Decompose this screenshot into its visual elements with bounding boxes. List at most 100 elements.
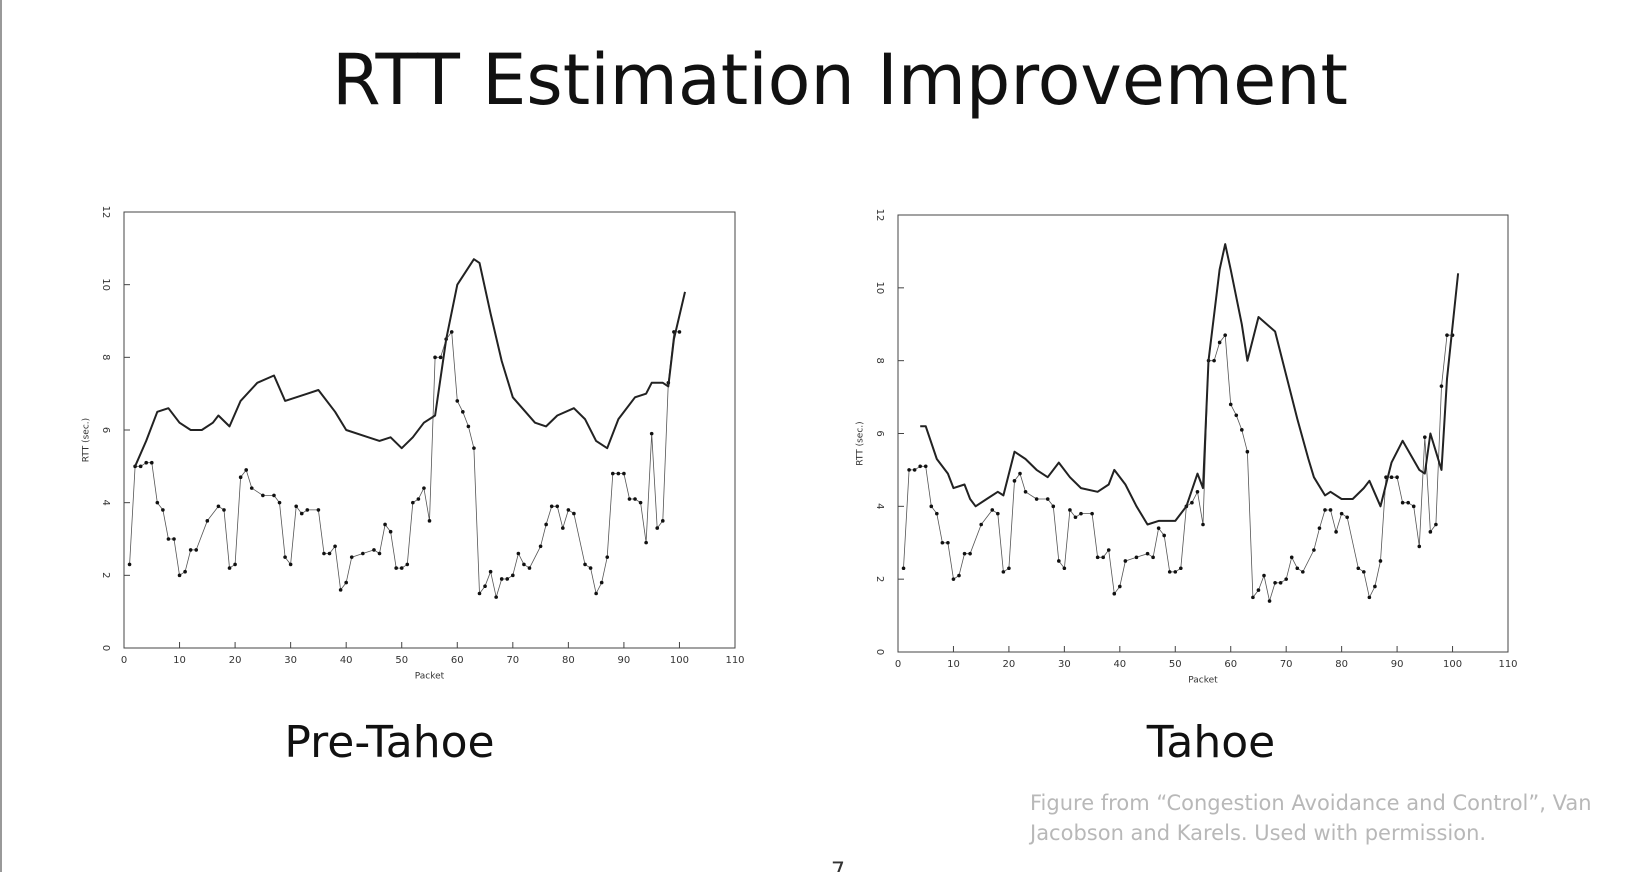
data-point: [299, 511, 304, 516]
x-tick-label: 10: [173, 655, 186, 666]
data-point: [605, 555, 610, 559]
x-tick-label: 20: [1003, 659, 1016, 670]
data-point: [161, 508, 165, 512]
data-point: [522, 562, 526, 567]
data-point: [996, 511, 1000, 516]
estimate-line: [134, 258, 686, 467]
x-tick-label: 0: [121, 655, 127, 666]
data-point: [1162, 533, 1166, 538]
data-point: [472, 446, 476, 450]
data-point: [238, 475, 243, 480]
data-point: [1051, 504, 1056, 509]
x-tick-label: 110: [1498, 659, 1517, 670]
slide-title: RTT Estimation Improvement: [332, 39, 1348, 121]
data-point: [638, 500, 643, 505]
data-point: [677, 330, 682, 334]
data-point: [1151, 555, 1155, 560]
x-tick-label: 30: [284, 655, 297, 666]
data-point: [227, 566, 232, 570]
data-point: [1373, 584, 1377, 589]
data-point: [583, 562, 587, 567]
data-point: [322, 551, 326, 556]
data-point: [1262, 573, 1266, 578]
data-point: [449, 330, 454, 334]
data-point: [660, 519, 665, 523]
data-point: [188, 548, 193, 552]
data-point: [1445, 333, 1449, 337]
data-point: [538, 544, 543, 549]
data-point: [951, 577, 956, 581]
data-point: [183, 569, 187, 574]
data-point: [1428, 530, 1433, 534]
y-tick-label: 10: [100, 278, 111, 291]
data-point: [1190, 500, 1194, 505]
credit-line: Jacobson and Karels. Used with permissio…: [1028, 821, 1486, 845]
data-point: [1195, 489, 1200, 494]
data-point: [1212, 358, 1216, 363]
data-point: [1057, 559, 1061, 563]
x-tick-label: 110: [725, 655, 744, 666]
data-point: [194, 548, 199, 552]
data-point: [499, 577, 504, 581]
data-point: [1417, 544, 1422, 549]
x-tick-label: 60: [1224, 659, 1237, 670]
data-point: [655, 526, 660, 530]
data-point: [244, 468, 248, 472]
data-point: [1411, 504, 1416, 509]
data-point: [1362, 570, 1366, 574]
data-point: [272, 493, 276, 498]
data-point: [1228, 402, 1233, 407]
data-point: [1112, 591, 1117, 596]
data-point: [1223, 333, 1227, 337]
data-point: [461, 410, 465, 414]
x-tick-label: 20: [229, 655, 242, 666]
data-point: [1234, 413, 1239, 418]
data-point: [283, 555, 287, 559]
x-axis-label: Packet: [415, 672, 445, 682]
data-point: [1090, 511, 1094, 516]
y-tick-label: 6: [100, 427, 111, 433]
data-point: [907, 468, 911, 472]
data-point: [1201, 522, 1205, 527]
data-point: [327, 551, 332, 556]
data-point: [261, 493, 265, 498]
data-point: [1217, 340, 1222, 345]
data-point: [1134, 555, 1139, 560]
data-point: [599, 580, 604, 585]
data-point: [1118, 584, 1122, 589]
data-point: [1267, 599, 1272, 603]
data-point: [622, 471, 626, 476]
data-point: [1406, 500, 1410, 505]
data-point: [1240, 428, 1244, 432]
data-point: [488, 569, 493, 574]
x-tick-label: 90: [618, 655, 631, 666]
data-point: [372, 548, 376, 552]
x-tick-label: 70: [1280, 659, 1293, 670]
data-point: [388, 529, 393, 534]
x-tick-label: 80: [1335, 659, 1348, 670]
data-point: [1434, 522, 1438, 527]
data-point: [1167, 570, 1172, 574]
data-point: [1068, 508, 1072, 512]
data-point: [566, 508, 571, 512]
data-point: [644, 540, 648, 545]
x-tick-label: 0: [895, 659, 901, 670]
data-point: [1123, 559, 1128, 563]
y-tick-label: 12: [874, 209, 885, 222]
data-point: [1289, 555, 1294, 560]
data-point: [1317, 526, 1322, 530]
data-point: [555, 504, 560, 509]
y-tick-label: 12: [100, 206, 111, 219]
data-point: [127, 562, 132, 567]
data-point: [611, 471, 615, 476]
data-point: [594, 591, 598, 596]
data-point: [1345, 515, 1349, 520]
data-point: [483, 584, 487, 589]
data-point: [1062, 566, 1067, 571]
data-point: [572, 511, 576, 516]
data-point: [1073, 515, 1078, 520]
data-point: [1439, 384, 1444, 388]
data-point: [249, 486, 254, 490]
y-tick-label: 0: [100, 645, 111, 651]
data-point: [962, 551, 967, 556]
